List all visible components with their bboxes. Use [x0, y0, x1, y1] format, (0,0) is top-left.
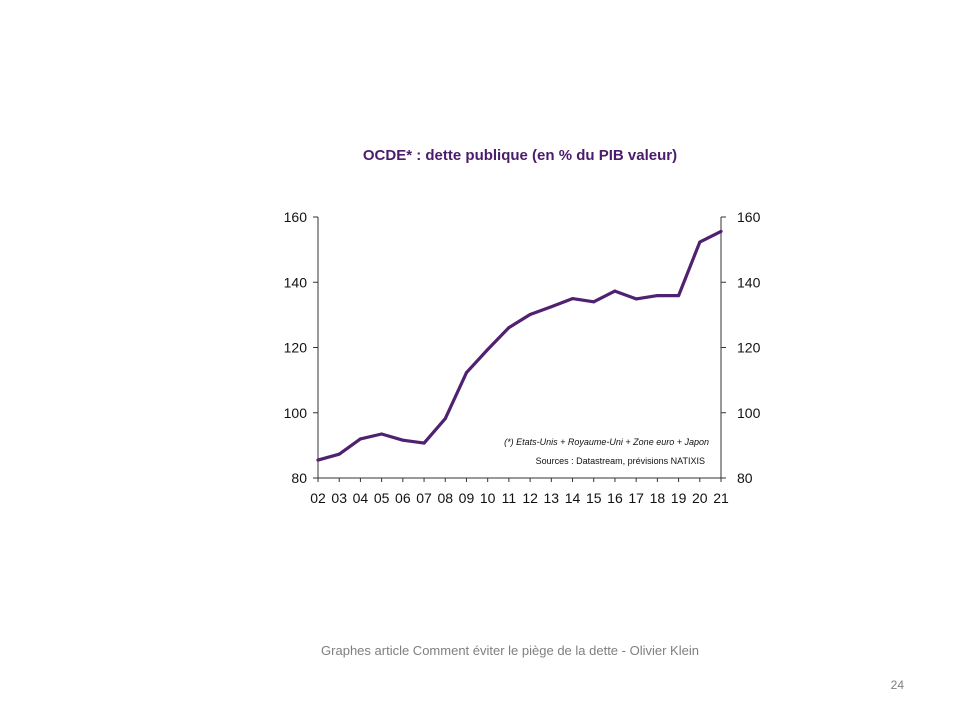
- data-point: [316, 458, 320, 462]
- page-number: 24: [890, 678, 904, 692]
- x-tick-label: 08: [437, 490, 453, 506]
- series-line: [316, 229, 723, 462]
- x-tick-label: 19: [671, 490, 687, 506]
- data-point: [337, 452, 341, 456]
- data-point: [655, 294, 659, 298]
- x-tick-label: 05: [374, 490, 390, 506]
- y-tick-label-right: 140: [737, 274, 761, 290]
- data-point: [634, 297, 638, 301]
- data-point: [507, 326, 511, 330]
- chart-note-countries: (*) Etats-Unis + Royaume-Uni + Zone euro…: [504, 437, 709, 447]
- x-tick-label: 06: [395, 490, 411, 506]
- x-tick-label: 07: [416, 490, 432, 506]
- chart-notes: (*) Etats-Unis + Royaume-Uni + Zone euro…: [504, 437, 709, 466]
- y-tick-label-right: 160: [737, 209, 761, 225]
- x-tick-label: 16: [607, 490, 623, 506]
- x-tick-label: 20: [692, 490, 708, 506]
- y-tick-label-left: 140: [284, 274, 308, 290]
- y-tick-label-right: 100: [737, 405, 761, 421]
- chart-note-sources: Sources : Datastream, prévisions NATIXIS: [536, 456, 705, 466]
- x-tick-label: 03: [331, 490, 347, 506]
- data-point: [486, 347, 490, 351]
- y-tick-label-right: 80: [737, 470, 753, 486]
- chart-title: OCDE* : dette publique (en % du PIB vale…: [362, 147, 678, 164]
- data-point: [698, 240, 702, 244]
- x-tick-label: 04: [353, 490, 369, 506]
- x-tick-label: 10: [480, 490, 496, 506]
- x-tick-label: 17: [628, 490, 644, 506]
- data-point: [358, 437, 362, 441]
- data-point: [528, 313, 532, 317]
- data-point: [464, 371, 468, 375]
- x-tick-label: 11: [502, 490, 517, 506]
- y-tick-label-left: 80: [291, 470, 307, 486]
- y-tick-label-left: 160: [284, 209, 308, 225]
- data-point: [677, 294, 681, 298]
- data-point: [613, 289, 617, 293]
- footer-caption: Graphes article Comment éviter le piège …: [321, 643, 699, 658]
- x-tick-label: 02: [310, 490, 326, 506]
- x-axis-labels: 02 03 04 05 06 07 08 09 10 11 12 13 14 15 16 17 18 19 20 21: [310, 490, 729, 506]
- x-tick-label: 21: [713, 490, 729, 506]
- data-point: [401, 438, 405, 442]
- x-tick-label: 14: [565, 490, 581, 506]
- x-tick-label: 09: [459, 490, 475, 506]
- data-point: [549, 305, 553, 309]
- x-tick-label: 13: [544, 490, 560, 506]
- y-tick-label-left: 120: [284, 340, 308, 356]
- x-tick-label: 15: [586, 490, 602, 506]
- data-point: [380, 432, 384, 436]
- y-tick-label-left: 100: [284, 405, 308, 421]
- series-layer: [316, 229, 723, 462]
- y-tick-label-right: 120: [737, 340, 761, 356]
- data-point: [443, 417, 447, 421]
- data-point: [422, 441, 426, 445]
- data-point: [571, 297, 575, 301]
- chart-axes: 80 80 100 100 120 120 140 140 160 160: [284, 209, 761, 486]
- data-point: [592, 300, 596, 304]
- x-tick-label: 12: [522, 490, 538, 506]
- data-point: [719, 229, 723, 233]
- x-tick-label: 18: [650, 490, 666, 506]
